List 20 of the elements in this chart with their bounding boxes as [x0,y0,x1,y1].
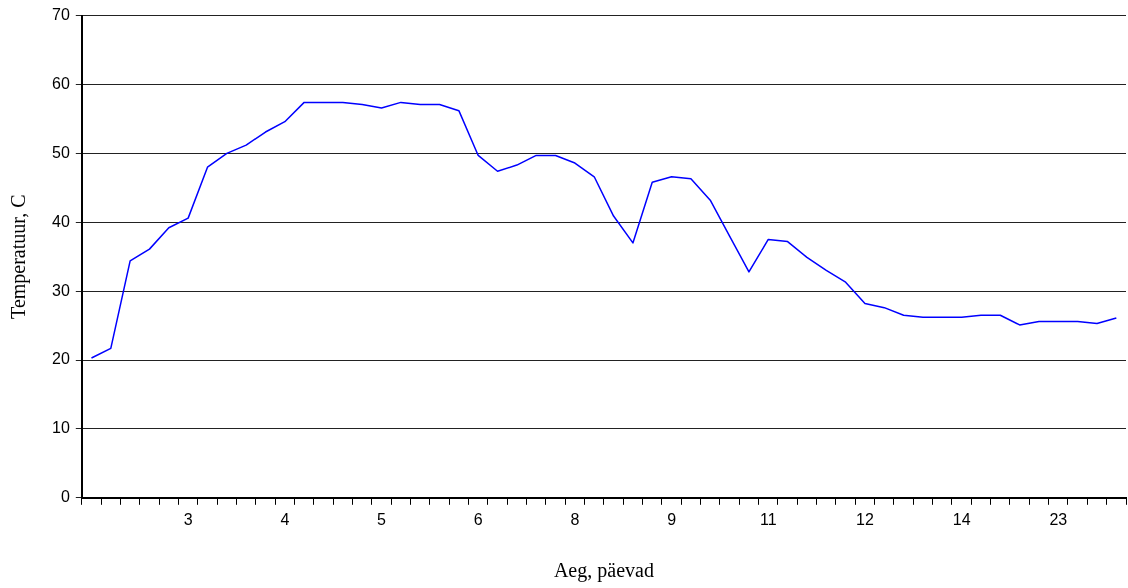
x-tick-label: 4 [280,510,290,528]
x-tick-label: 23 [1049,510,1068,528]
x-tick-label: 9 [667,510,677,528]
x-tick-label: 5 [377,510,387,528]
x-axis-title: Aeg, päevad [553,559,654,583]
y-tick-label: 70 [52,6,70,24]
y-tick-label: 50 [52,143,70,161]
x-tick-label: 8 [570,510,580,528]
x-tick-label: 14 [952,510,971,528]
x-tick-label: 6 [473,510,483,528]
x-tick-label: 12 [856,510,874,528]
y-tick-label: 0 [60,488,70,506]
y-tick-label: 40 [52,212,70,230]
x-tick-label: 3 [183,510,193,528]
y-tick-label: 10 [52,419,70,437]
y-axis-title: Temperatuur, C [7,194,31,319]
x-tick-label: 11 [759,510,777,528]
y-tick-label: 20 [52,350,70,368]
y-tick-label: 30 [52,281,70,299]
y-tick-label: 60 [52,74,70,92]
